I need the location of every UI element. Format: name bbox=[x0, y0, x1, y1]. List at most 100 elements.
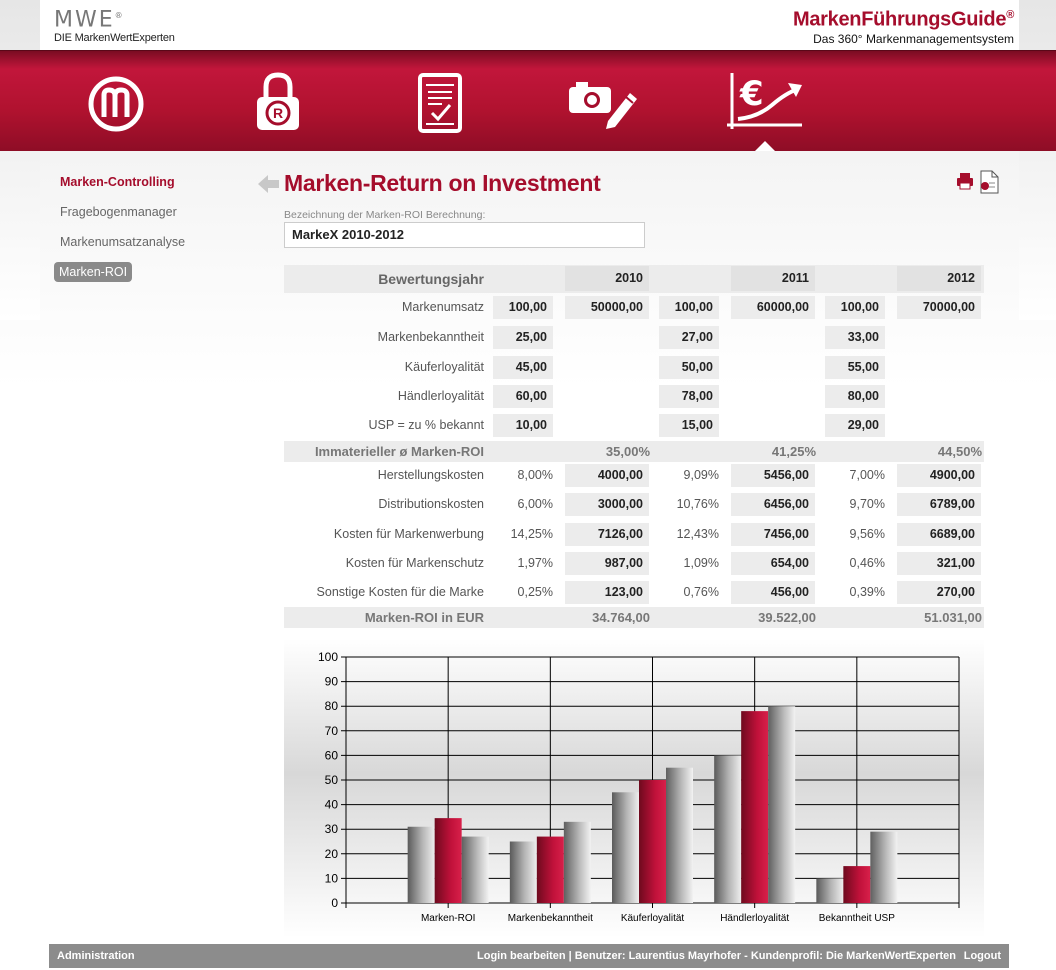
cost-value[interactable]: 4000,00 bbox=[565, 464, 649, 487]
revenue-weight-2011[interactable]: 100,00 bbox=[659, 296, 719, 319]
sidebar-item-fragebogenmanager[interactable]: Fragebogenmanager bbox=[60, 205, 177, 219]
cost-pct: 0,76% bbox=[683, 585, 719, 599]
pdf-export-icon[interactable] bbox=[978, 170, 1000, 199]
lock-registered-icon[interactable]: R bbox=[244, 71, 314, 133]
revenue-weight-2012[interactable]: 100,00 bbox=[825, 296, 885, 319]
cost-pct: 9,56% bbox=[849, 527, 885, 541]
brand-title: MarkenFührungsGuide® bbox=[792, 8, 1014, 31]
marken-roi-eur-2012: 51.031,00 bbox=[924, 610, 982, 625]
cost-value[interactable]: 654,00 bbox=[731, 552, 815, 575]
bar bbox=[509, 841, 537, 903]
kpi-value[interactable]: 10,00 bbox=[493, 414, 553, 437]
chart-labels: 0 10 20 30 40 50 60 70 80 90 100 Marken-ROI Markenbe… bbox=[318, 650, 895, 924]
kpi-value[interactable]: 55,00 bbox=[825, 356, 885, 379]
cost-value[interactable]: 3000,00 bbox=[565, 493, 649, 516]
cost-pct: 1,09% bbox=[683, 556, 719, 570]
bar bbox=[870, 831, 898, 903]
cost-value[interactable]: 7456,00 bbox=[731, 523, 815, 546]
logout-link[interactable]: Logout bbox=[963, 950, 1001, 962]
camera-pencil-icon[interactable] bbox=[566, 71, 637, 133]
bar bbox=[612, 792, 639, 903]
mwe-logo-icon[interactable] bbox=[84, 71, 154, 133]
revenue-value-2012[interactable]: 70000,00 bbox=[897, 296, 981, 319]
kpi-value[interactable]: 80,00 bbox=[825, 385, 885, 408]
sidebar-item-marken-controlling[interactable]: Marken-Controlling bbox=[60, 175, 175, 189]
logo-mark: MWE® bbox=[54, 7, 125, 33]
sidebar-item-marken-roi[interactable]: Marken-ROI bbox=[54, 262, 244, 292]
cost-pct: 8,00% bbox=[517, 468, 553, 482]
euro-growth-chart-icon[interactable]: € bbox=[724, 71, 804, 133]
logo-subtitle: DIE MarkenWertExperten bbox=[54, 32, 175, 45]
kpi-value[interactable]: 25,00 bbox=[493, 326, 553, 349]
header-bewertungsjahr: Bewertungsjahr bbox=[378, 271, 484, 287]
year-2010: 2010 bbox=[565, 266, 649, 291]
row-label-kaeuferloyalitaet: Käuferloyalität bbox=[404, 360, 484, 374]
kpi-value[interactable]: 60,00 bbox=[493, 385, 553, 408]
user-info-link[interactable]: Login bearbeiten | Benutzer: Laurentius … bbox=[477, 950, 956, 962]
cost-pct: 6,00% bbox=[517, 497, 553, 511]
immaterial-roi-2010: 35,00% bbox=[605, 444, 650, 459]
marken-roi-eur-2010: 34.764,00 bbox=[592, 610, 650, 625]
x-tick-label: Bekanntheit USP bbox=[819, 913, 895, 924]
svg-text:R: R bbox=[273, 105, 283, 121]
y-tick-label: 70 bbox=[325, 724, 339, 738]
sidebar-item-markenumsatzanalyse[interactable]: Markenumsatzanalyse bbox=[60, 235, 186, 249]
bar bbox=[407, 826, 435, 903]
immaterial-roi-label: Immaterieller ø Marken-ROI bbox=[314, 444, 484, 459]
marken-roi-eur-2011: 39.522,00 bbox=[758, 610, 816, 625]
bar bbox=[536, 836, 564, 903]
bar bbox=[843, 866, 871, 903]
y-tick-label: 20 bbox=[325, 847, 339, 861]
kpi-value[interactable]: 29,00 bbox=[825, 414, 885, 437]
cost-value[interactable]: 270,00 bbox=[897, 581, 981, 604]
cost-value[interactable]: 5456,00 bbox=[731, 464, 815, 487]
active-nav-pointer bbox=[755, 141, 775, 151]
cost-pct: 1,97% bbox=[517, 556, 553, 570]
revenue-value-2010[interactable]: 50000,00 bbox=[565, 296, 649, 319]
row-label-markenschutz: Kosten für Markenschutz bbox=[345, 556, 484, 570]
kpi-value[interactable]: 27,00 bbox=[659, 326, 719, 349]
y-tick-label: 90 bbox=[325, 675, 339, 689]
cost-value[interactable]: 6689,00 bbox=[897, 523, 981, 546]
chart-bars bbox=[407, 706, 898, 903]
cost-value[interactable]: 456,00 bbox=[731, 581, 815, 604]
row-label-markenwerbung: Kosten für Markenwerbung bbox=[333, 527, 484, 541]
x-tick-label: Markenbekanntheit bbox=[508, 913, 593, 924]
back-arrow-icon[interactable] bbox=[256, 173, 280, 200]
cost-value[interactable]: 6789,00 bbox=[897, 493, 981, 516]
cost-value[interactable]: 6456,00 bbox=[731, 493, 815, 516]
x-tick-label: Marken-ROI bbox=[421, 913, 475, 924]
row-label-distributionskosten: Distributionskosten bbox=[378, 497, 484, 511]
cost-value[interactable]: 987,00 bbox=[565, 552, 649, 575]
administration-link[interactable]: Administration bbox=[57, 950, 135, 962]
cost-value[interactable]: 4900,00 bbox=[897, 464, 981, 487]
x-tick-label: Händlerloyalität bbox=[720, 913, 789, 924]
print-icon[interactable] bbox=[956, 172, 974, 195]
year-2012: 2012 bbox=[897, 266, 981, 291]
tablet-checklist-icon[interactable] bbox=[406, 71, 476, 133]
bar bbox=[666, 767, 693, 903]
bar bbox=[768, 706, 796, 903]
mwe-logo[interactable]: MWE® DIE MarkenWertExperten bbox=[54, 4, 175, 45]
row-label-markenumsatz: Markenumsatz bbox=[402, 300, 484, 314]
kpi-value[interactable]: 45,00 bbox=[493, 356, 553, 379]
svg-text:€: € bbox=[739, 74, 764, 114]
cost-value[interactable]: 123,00 bbox=[565, 581, 649, 604]
kpi-value[interactable]: 33,00 bbox=[825, 326, 885, 349]
cost-value[interactable]: 321,00 bbox=[897, 552, 981, 575]
revenue-value-2011[interactable]: 60000,00 bbox=[731, 296, 815, 319]
bar bbox=[563, 821, 591, 903]
cost-pct: 9,70% bbox=[849, 497, 885, 511]
revenue-weight-2010[interactable]: 100,00 bbox=[493, 296, 553, 319]
bar bbox=[461, 836, 489, 903]
bar bbox=[639, 780, 666, 903]
cost-pct: 12,43% bbox=[676, 527, 719, 541]
kpi-value[interactable]: 15,00 bbox=[659, 414, 719, 437]
brand-subtitle: Das 360° Markenmanagementsystem bbox=[813, 31, 1014, 46]
bar bbox=[816, 878, 844, 903]
kpi-value[interactable]: 50,00 bbox=[659, 356, 719, 379]
kpi-value[interactable]: 78,00 bbox=[659, 385, 719, 408]
cost-pct: 7,00% bbox=[849, 468, 885, 482]
roi-name-input[interactable]: MarkeX 2010-2012 bbox=[284, 222, 645, 248]
cost-value[interactable]: 7126,00 bbox=[565, 523, 649, 546]
